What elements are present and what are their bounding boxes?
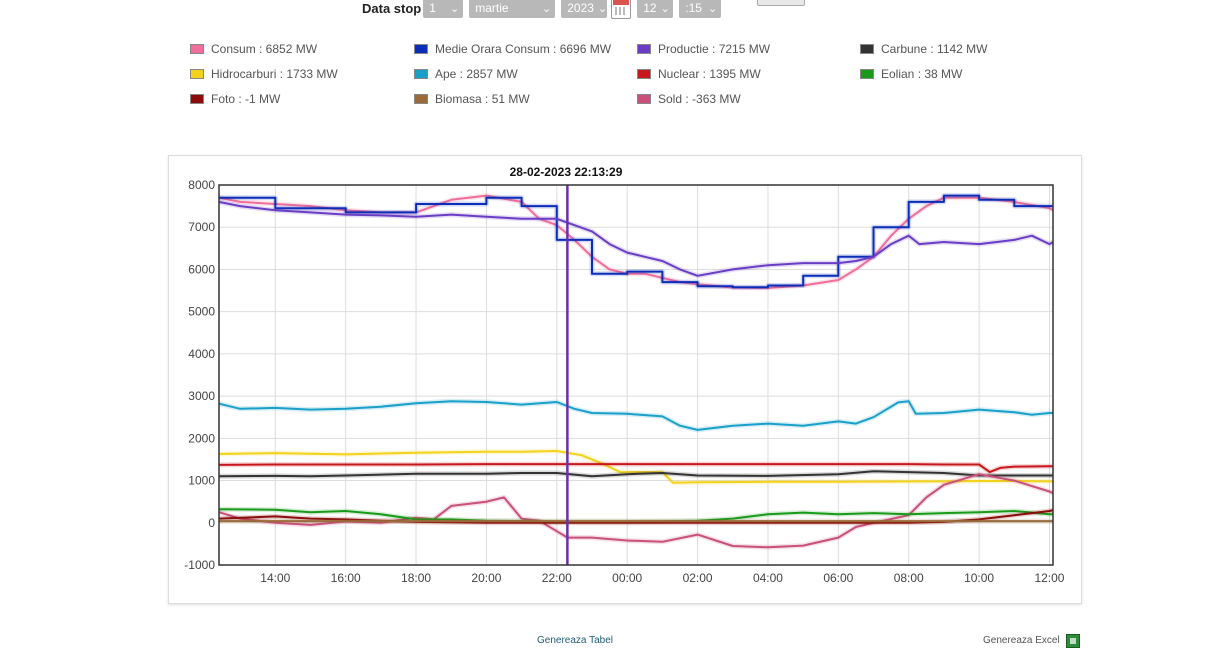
legend-item-sold[interactable]: Sold : -363 MW xyxy=(637,92,741,106)
y-tick-label: 4000 xyxy=(188,347,215,361)
y-tick-label: 8000 xyxy=(188,178,215,192)
legend-swatch xyxy=(637,94,651,104)
date-stop-label: Data stop xyxy=(362,0,422,16)
y-tick-label: 7000 xyxy=(188,220,215,234)
minute-select[interactable]: :15 ⌄ xyxy=(679,0,722,18)
series-line-foto xyxy=(218,509,1054,524)
legend-item-biomasa[interactable]: Biomasa : 51 MW xyxy=(414,92,530,106)
legend-swatch xyxy=(637,44,651,54)
hour-select[interactable]: 12 ⌄ xyxy=(637,0,674,18)
year-select[interactable]: 2023 ⌄ xyxy=(561,0,608,18)
x-tick-label: 20:00 xyxy=(471,571,501,585)
line-chart[interactable]: 28-02-2023 22:13:29 8000 7000 6000 5000 4000… xyxy=(169,156,1083,605)
x-tick-label: 08:00 xyxy=(894,571,924,585)
legend-swatch xyxy=(637,69,651,79)
date-stop-controls: Data stop 1 ⌄ martie ⌄ 2023 ⌄ 12 ⌄ :15 ⌄ xyxy=(362,0,722,20)
legend-item-consum[interactable]: Consum : 6852 MW xyxy=(190,42,317,56)
x-axis-ticks: 14:00 16:00 18:00 20:00 22:00 00:00 02:00 04:00… xyxy=(260,571,1065,585)
chevron-down-icon: ⌄ xyxy=(597,2,608,15)
legend-swatch xyxy=(190,94,204,104)
y-tick-label: 0 xyxy=(208,516,215,530)
x-tick-label: 04:00 xyxy=(753,571,783,585)
legend-item-medie-orara[interactable]: Medie Orara Consum : 6696 MW xyxy=(414,42,611,56)
chevron-down-icon: ⌄ xyxy=(660,2,670,15)
x-tick-label: 02:00 xyxy=(683,571,713,585)
legend-item-hidrocarburi[interactable]: Hidrocarburi : 1733 MW xyxy=(190,67,338,81)
series-line-carbune xyxy=(218,470,1053,478)
x-tick-label: 22:00 xyxy=(542,571,572,585)
x-tick-label: 12:00 xyxy=(1034,571,1064,585)
legend-swatch xyxy=(414,44,428,54)
x-tick-label: 14:00 xyxy=(260,571,290,585)
chevron-down-icon: ⌄ xyxy=(450,2,460,15)
day-select[interactable]: 1 ⌄ xyxy=(423,0,464,18)
series-line-ape xyxy=(218,400,1053,431)
x-tick-label: 18:00 xyxy=(401,571,431,585)
show-button[interactable] xyxy=(757,0,805,6)
legend-item-carbune[interactable]: Carbune : 1142 MW xyxy=(860,42,988,56)
series-glow-productie xyxy=(218,199,1055,279)
legend-item-productie[interactable]: Productie : 7215 MW xyxy=(637,42,770,56)
chart-container: 28-02-2023 22:13:29 8000 7000 6000 5000 4000… xyxy=(168,155,1082,604)
y-tick-label: 2000 xyxy=(188,431,215,445)
legend-swatch xyxy=(190,44,204,54)
excel-icon[interactable] xyxy=(1066,634,1080,648)
x-tick-label: 10:00 xyxy=(964,571,994,585)
series-line-medie-orara-consum xyxy=(219,194,1053,289)
legend-swatch xyxy=(414,69,428,79)
generate-table-link[interactable]: Genereaza Tabel xyxy=(537,635,613,646)
legend-swatch xyxy=(190,69,204,79)
y-axis-ticks: 8000 7000 6000 5000 4000 3000 2000 1000 0 -1000 xyxy=(184,178,215,572)
chart-title: 28-02-2023 22:13:29 xyxy=(510,165,623,179)
y-tick-label: 6000 xyxy=(188,262,215,276)
legend-swatch xyxy=(860,69,874,79)
legend-item-nuclear[interactable]: Nuclear : 1395 MW xyxy=(637,67,761,81)
y-tick-label: 5000 xyxy=(188,305,215,319)
legend-item-eolian[interactable]: Eolian : 38 MW xyxy=(860,67,962,81)
y-tick-label: 1000 xyxy=(188,474,215,488)
month-select[interactable]: martie ⌄ xyxy=(469,0,556,18)
generate-excel-link[interactable]: Genereaza Excel xyxy=(983,635,1060,646)
legend-swatch xyxy=(860,44,874,54)
y-tick-label: -1000 xyxy=(184,558,215,572)
plot-frame xyxy=(218,184,1054,566)
y-tick-label: 3000 xyxy=(188,389,215,403)
series-line-nuclear xyxy=(218,463,1053,474)
x-tick-label: 16:00 xyxy=(331,571,361,585)
legend-item-ape[interactable]: Ape : 2857 MW xyxy=(414,67,518,81)
legend-item-foto[interactable]: Foto : -1 MW xyxy=(190,92,280,106)
chart-series xyxy=(218,193,1055,550)
chevron-down-icon: ⌄ xyxy=(708,2,718,15)
legend-swatch xyxy=(414,94,428,104)
series-line-productie xyxy=(218,200,1054,277)
chevron-down-icon: ⌄ xyxy=(542,2,552,15)
x-tick-label: 00:00 xyxy=(612,571,642,585)
series-glow-ape xyxy=(218,398,1053,433)
x-tick-label: 06:00 xyxy=(823,571,853,585)
calendar-icon[interactable] xyxy=(611,0,632,19)
